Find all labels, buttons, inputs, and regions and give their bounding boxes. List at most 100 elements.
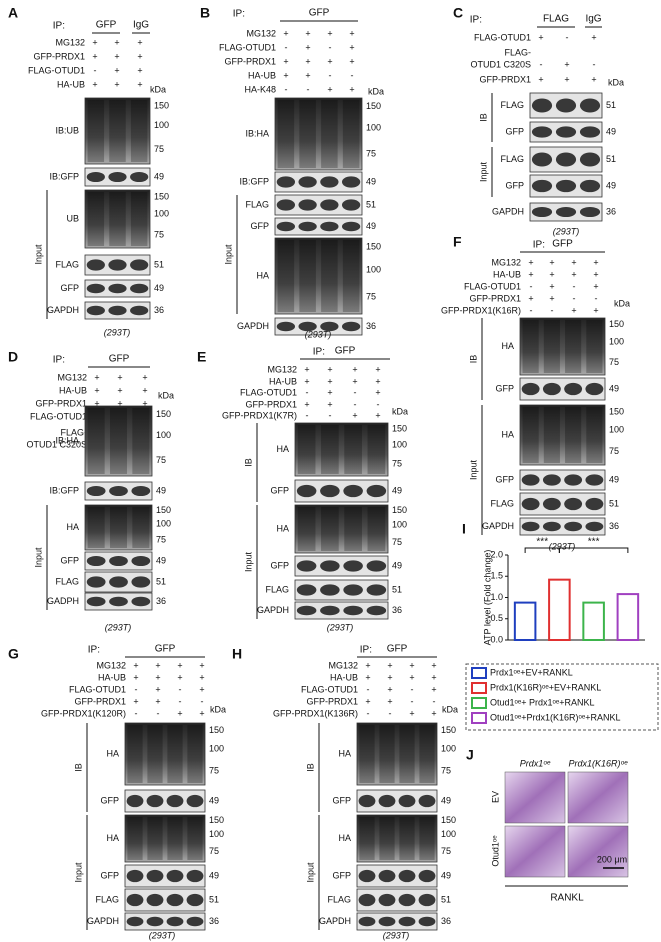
- blot-band: [418, 869, 436, 883]
- blot-band: [276, 199, 296, 211]
- kda-marker: 100: [392, 520, 407, 530]
- blot-band: [343, 484, 363, 498]
- condition-sign: -: [411, 684, 414, 694]
- blot-lane: [187, 725, 203, 783]
- kda-marker: 49: [392, 485, 402, 495]
- blot-band: [579, 126, 601, 138]
- condition-sign: -: [593, 59, 596, 69]
- blot-label: HA: [106, 748, 119, 758]
- kda-marker: 36: [366, 321, 376, 331]
- condition-sign: -: [351, 70, 354, 80]
- condition-sign: +: [538, 74, 543, 84]
- blot-band: [86, 259, 105, 271]
- condition-label: FLAG-OTUD1: [28, 65, 85, 75]
- blot-label: FLAG: [490, 498, 514, 508]
- bar: [582, 601, 605, 641]
- ip-label: IP:: [360, 645, 372, 656]
- condition-sign: -: [354, 387, 357, 397]
- condition-sign: +: [387, 696, 392, 706]
- blot-band: [146, 893, 164, 907]
- blot-band: [276, 176, 296, 188]
- kda-marker: 49: [209, 795, 219, 805]
- blot-band: [108, 283, 127, 294]
- blot-label: FLAG: [327, 894, 351, 904]
- condition-sign: +: [387, 684, 392, 694]
- blot-lane: [321, 240, 338, 312]
- kda-marker: 75: [609, 357, 619, 367]
- scale-label: 200 μm: [597, 854, 627, 864]
- blot-band: [186, 916, 204, 927]
- blot-lane: [522, 407, 539, 463]
- kda-marker: 75: [209, 846, 219, 856]
- kda-marker: 49: [441, 795, 451, 805]
- blot-label: HA: [501, 341, 514, 351]
- condition-sign: +: [549, 293, 554, 303]
- condition-sign: +: [114, 37, 119, 47]
- kda-marker: 51: [392, 584, 402, 594]
- blot-band: [564, 382, 583, 396]
- blot: [519, 517, 606, 536]
- blot-band: [358, 869, 376, 883]
- blot: [294, 479, 389, 503]
- blot-band: [585, 474, 604, 486]
- condition-sign: +: [375, 364, 380, 374]
- condition-sign: +: [591, 32, 596, 42]
- blot: [356, 814, 438, 863]
- kda-marker: 150: [441, 725, 456, 735]
- condition-sign: +: [564, 74, 569, 84]
- cell-line: (293T): [305, 329, 332, 339]
- blot-label: GFP: [60, 283, 79, 293]
- bar: [513, 601, 537, 641]
- blot-lane: [321, 507, 339, 551]
- kda-marker: 75: [366, 149, 376, 159]
- condition-sign: +: [327, 84, 332, 94]
- condition-sign: +: [327, 56, 332, 66]
- kda-marker: 49: [606, 126, 616, 136]
- blot-band: [378, 916, 396, 927]
- blot-band: [418, 916, 436, 927]
- blot-band: [86, 576, 106, 588]
- condition-sign: -: [285, 84, 288, 94]
- blot-band: [398, 794, 416, 808]
- y-tick-label: 1.0: [490, 592, 503, 602]
- blot-label: IB:HA: [55, 435, 79, 445]
- blot-band: [542, 382, 561, 396]
- ip-target: GFP: [155, 644, 176, 655]
- kda-marker: 150: [209, 815, 224, 825]
- kda-marker: 150: [156, 505, 171, 515]
- condition-sign: +: [538, 32, 543, 42]
- blot-band: [296, 584, 317, 596]
- blot-band: [366, 584, 387, 596]
- condition-sign: +: [94, 372, 99, 382]
- kda-marker: 51: [441, 894, 451, 904]
- blot-band: [320, 605, 340, 616]
- blot-lane: [522, 320, 539, 373]
- blot-band: [86, 171, 105, 183]
- condition-label: GFP-PRDX1: [74, 696, 126, 706]
- blot: [519, 404, 606, 466]
- condition-label: HA-UB: [330, 672, 358, 682]
- condition-label: HA-UB: [248, 70, 276, 80]
- condition-sign: +: [528, 269, 533, 279]
- blot: [356, 888, 438, 912]
- blot-label: GFP: [100, 870, 119, 880]
- ip-target: FLAG: [543, 14, 569, 25]
- blot-band: [109, 576, 128, 588]
- blot: [519, 317, 606, 376]
- blot-band: [131, 576, 151, 588]
- blot-label: GAPDH: [492, 206, 524, 216]
- condition-sign: +: [352, 410, 357, 420]
- blot-band: [86, 555, 106, 567]
- condition-label: GFP-PRDX1(K16R): [441, 305, 521, 315]
- blot: [356, 789, 438, 813]
- kda-marker: 36: [392, 605, 402, 615]
- blot: [84, 97, 151, 165]
- blot-band: [130, 283, 149, 294]
- blot-lane: [321, 425, 339, 474]
- condition-sign: -: [367, 684, 370, 694]
- kda-marker: 75: [441, 846, 451, 856]
- condition-sign: +: [387, 672, 392, 682]
- micrograph: [504, 771, 566, 824]
- blot-band: [86, 305, 105, 316]
- blot-band: [521, 474, 540, 486]
